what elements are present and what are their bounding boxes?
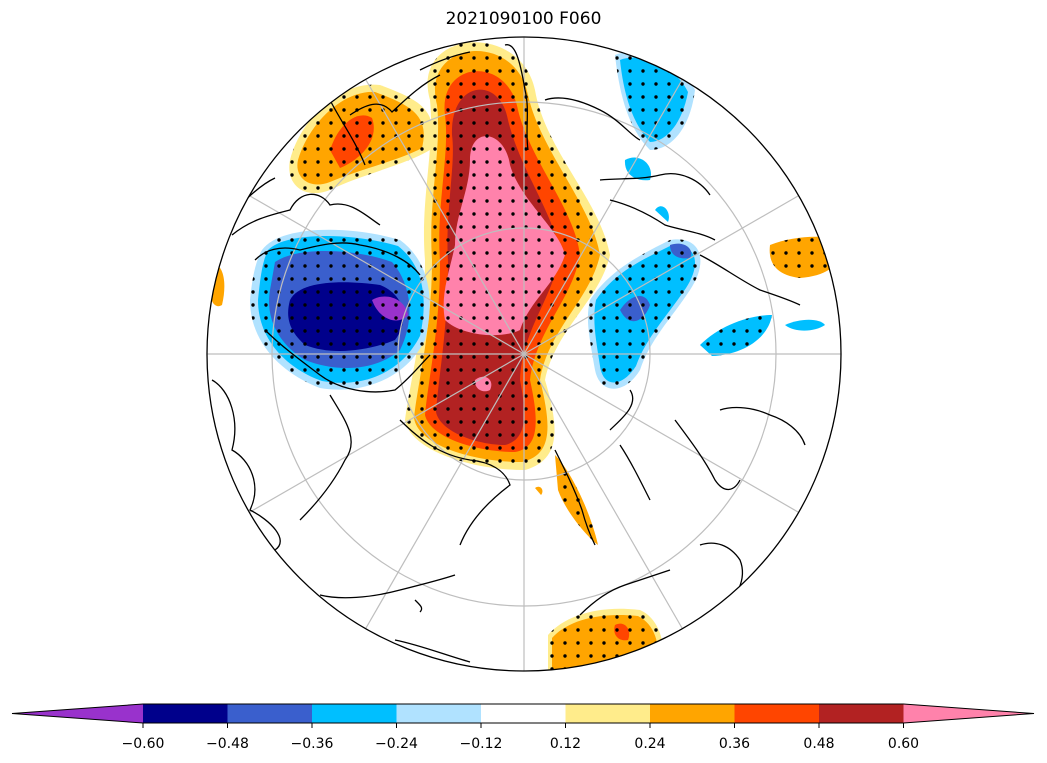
- positive-anomaly-northwest: [208, 84, 433, 307]
- colorbar-tick-label: 0.60: [888, 736, 919, 752]
- colorbar-cell: [312, 704, 397, 723]
- colorbar-tick-label: −0.60: [122, 736, 165, 752]
- polar-map: [206, 36, 842, 672]
- colorbar-outline: [11, 703, 1035, 724]
- colorbar-cell: [227, 704, 313, 723]
- colorbar-cell: [819, 704, 904, 723]
- positive-anomaly-center: [405, 42, 610, 471]
- map-boundary: [206, 36, 842, 672]
- colorbar-cell: [650, 704, 735, 723]
- colorbar-tick-label: −0.12: [460, 736, 503, 752]
- colorbar-cell: [481, 704, 566, 723]
- colorbar-tick-label: 0.48: [803, 736, 834, 752]
- colorbar-tick-label: −0.48: [206, 736, 249, 752]
- colorbar-extend-high: [903, 704, 1034, 723]
- plot-title: 2021090100 F060: [445, 9, 602, 29]
- colorbar-tick-label: −0.36: [291, 736, 334, 752]
- colorbar-tick-label: 0.12: [550, 736, 581, 752]
- coastlines: [211, 44, 806, 663]
- colorbar-extend-low: [12, 704, 143, 723]
- graticule: [207, 37, 841, 671]
- colorbar-tick-label: 0.36: [719, 736, 750, 752]
- colorbar-tick-label: −0.24: [375, 736, 418, 752]
- negative-anomaly-east: [587, 51, 825, 389]
- negative-anomaly-canada: [250, 229, 430, 390]
- colorbar-cell: [565, 704, 651, 723]
- colorbar-cell: [143, 704, 228, 723]
- colorbar-tick-label: 0.24: [634, 736, 665, 752]
- colorbar-cell: [396, 704, 482, 723]
- colorbar-cell: [734, 704, 820, 723]
